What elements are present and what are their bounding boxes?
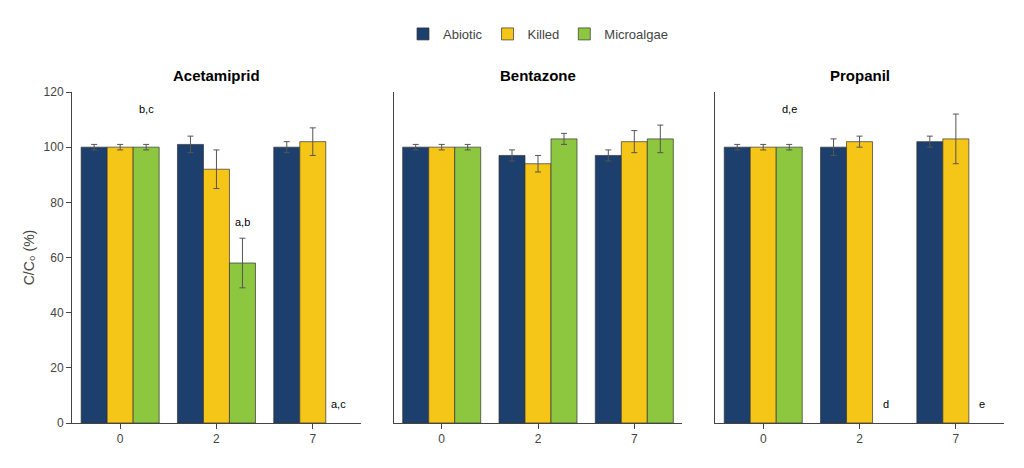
svg-text:Microalgae: Microalgae bbox=[604, 27, 668, 42]
svg-text:a,b: a,b bbox=[235, 216, 250, 228]
svg-text:Abiotic: Abiotic bbox=[443, 27, 483, 42]
svg-text:d: d bbox=[883, 398, 889, 410]
svg-text:0: 0 bbox=[760, 432, 767, 446]
svg-text:7: 7 bbox=[631, 432, 638, 446]
svg-text:120: 120 bbox=[44, 85, 64, 99]
svg-text:7: 7 bbox=[953, 432, 960, 446]
svg-text:2: 2 bbox=[213, 432, 220, 446]
svg-text:60: 60 bbox=[50, 251, 64, 265]
svg-text:Propanil: Propanil bbox=[830, 67, 890, 84]
svg-text:7: 7 bbox=[309, 432, 316, 446]
svg-text:0: 0 bbox=[438, 432, 445, 446]
svg-text:0: 0 bbox=[117, 432, 124, 446]
svg-text:b,c: b,c bbox=[139, 103, 154, 115]
svg-text:0: 0 bbox=[57, 416, 64, 430]
svg-text:100: 100 bbox=[44, 140, 64, 154]
svg-text:2: 2 bbox=[535, 432, 542, 446]
svg-text:20: 20 bbox=[50, 361, 64, 375]
svg-text:40: 40 bbox=[50, 306, 64, 320]
svg-text:e: e bbox=[979, 398, 985, 410]
svg-text:Bentazone: Bentazone bbox=[500, 67, 576, 84]
svg-text:a,c: a,c bbox=[331, 398, 346, 410]
svg-text:Killed: Killed bbox=[528, 27, 560, 42]
svg-text:Acetamiprid: Acetamiprid bbox=[173, 67, 260, 84]
svg-text:C/C₀ (%): C/C₀ (%) bbox=[21, 230, 37, 286]
svg-text:d,e: d,e bbox=[782, 103, 797, 115]
svg-text:2: 2 bbox=[856, 432, 863, 446]
svg-text:80: 80 bbox=[50, 196, 64, 210]
